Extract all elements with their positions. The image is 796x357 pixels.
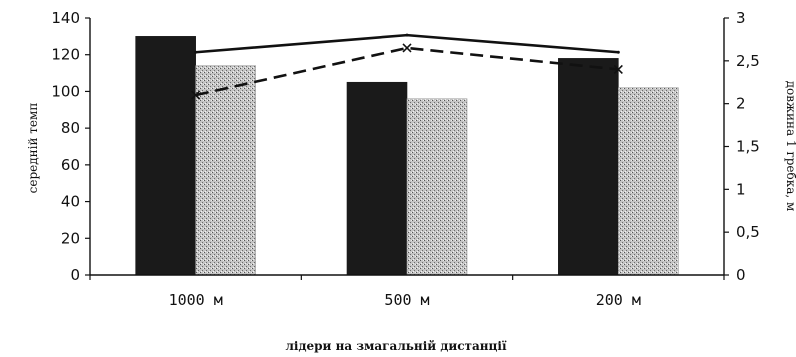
y2-tick-label-6: 3 xyxy=(736,9,746,27)
line-series2-point-3 xyxy=(613,64,623,74)
line-series1 xyxy=(195,33,619,54)
labels-layer: середній темп довжина 1 гребка, м лідери… xyxy=(26,81,796,353)
line-series1-point-2 xyxy=(405,33,409,37)
bar-series2-3 xyxy=(618,87,679,276)
y2-tick-label-5: 2,5 xyxy=(736,52,760,70)
y-tick-label-80: 80 xyxy=(61,119,80,137)
bar-series1-1 xyxy=(135,36,196,276)
y-axis-title: середній темп xyxy=(26,103,40,194)
y-tick-label-140: 140 xyxy=(51,9,80,27)
line-series2 xyxy=(195,46,619,97)
y-tick-label-120: 120 xyxy=(51,46,80,64)
bar-series2-2 xyxy=(406,98,468,276)
line-series1-point-3 xyxy=(616,50,620,54)
y-tick-label-60: 60 xyxy=(61,156,80,174)
bars-layer xyxy=(135,36,679,276)
y-tick-label-20: 20 xyxy=(61,229,80,247)
y2-tick-label-2: 1 xyxy=(736,180,746,198)
bar-series2-1 xyxy=(195,65,256,276)
x-category-label-2: 500 м xyxy=(384,291,429,309)
y2-axis-title: довжина 1 гребка, м xyxy=(784,81,796,212)
x-category-label-1: 1000 м xyxy=(169,291,223,309)
y-tick-label-100: 100 xyxy=(51,82,80,100)
y-tick-label-0: 0 xyxy=(70,266,80,284)
line-series1-point-1 xyxy=(194,50,198,54)
x-axis-title: лідери на змагальній дистанції xyxy=(285,339,506,353)
y-tick-label-40: 40 xyxy=(61,193,80,211)
lines-layer xyxy=(191,33,623,100)
y2-tick-label-3: 1,5 xyxy=(736,138,760,156)
bar-series1-2 xyxy=(346,81,408,276)
x-category-label-3: 200 м xyxy=(596,291,641,309)
y2-tick-label-1: 0,5 xyxy=(736,223,760,241)
y2-tick-label-4: 2 xyxy=(736,95,746,113)
y2-tick-label-0: 0 xyxy=(736,266,746,284)
bar-series1-3 xyxy=(558,58,619,276)
line-series2-point-1 xyxy=(191,90,201,100)
line-series2-point-2 xyxy=(402,43,412,53)
ticks-layer: 0 20 40 60 80 100 120 140 0 0,5 1 1,5 2 2,5 3 1000 м 500… xyxy=(51,9,760,309)
